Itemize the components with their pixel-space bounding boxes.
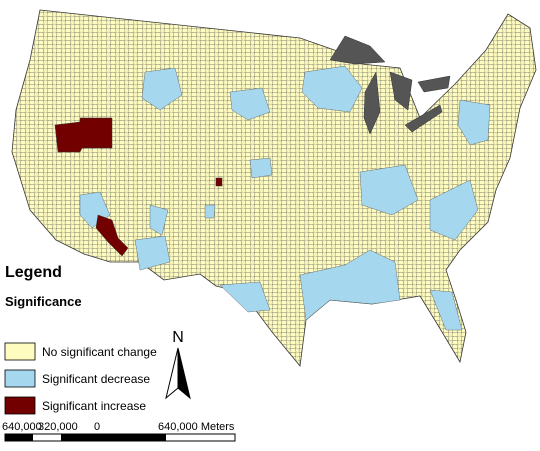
legend: No significant change Significant decreas… [4,342,157,415]
north-label: N [172,329,184,346]
scale-label: 640,000 Meters [158,421,235,433]
scale-bar [4,433,236,442]
north-arrow: N [165,329,191,400]
legend-swatch [4,396,36,415]
scale-label: 640,000 [2,421,42,433]
legend-swatch [4,369,36,388]
increase-regions [54,117,223,257]
us-map [11,9,537,367]
great-lakes [329,35,451,135]
legend-label: Significant increase [42,399,146,413]
legend-subtitle: Significance [5,294,82,309]
scale-label: 0 [94,421,100,433]
scale-label: 320,000 [38,421,78,433]
legend-label: No significant change [42,345,157,359]
legend-title: Legend [5,264,62,281]
legend-label: Significant decrease [42,372,150,386]
decrease-regions [79,65,491,331]
legend-swatch [4,342,36,361]
